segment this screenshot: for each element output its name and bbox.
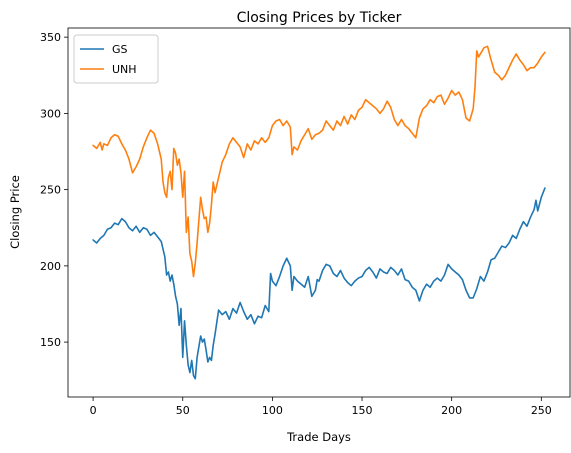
x-axis: 0 50 100 150 200 250 [90, 397, 552, 417]
y-axis: 150 200 250 300 350 [40, 31, 68, 349]
y-axis-label: Closing Price [8, 175, 22, 249]
y-tick-label: 300 [40, 107, 61, 120]
x-axis-label: Trade Days [286, 430, 351, 444]
x-tick-label: 100 [262, 404, 283, 417]
x-tick-label: 50 [176, 404, 190, 417]
y-tick-label: 200 [40, 260, 61, 273]
y-tick-label: 250 [40, 184, 61, 197]
legend-frame [73, 34, 159, 84]
plot-frame [67, 27, 571, 398]
x-tick-label: 250 [531, 404, 552, 417]
series-line-gs [92, 187, 546, 380]
plot-series [92, 45, 546, 380]
y-tick-label: 350 [40, 31, 61, 44]
y-tick-label: 150 [40, 336, 61, 349]
x-tick-label: 0 [90, 404, 97, 417]
chart-title: Closing Prices by Ticker [237, 10, 402, 26]
x-tick-label: 150 [352, 404, 373, 417]
series-line-unh [92, 45, 546, 278]
legend-label-unh: UNH [112, 63, 137, 76]
legend: GS UNH [73, 34, 159, 84]
legend-label-gs: GS [112, 43, 128, 56]
x-tick-label: 200 [441, 404, 462, 417]
